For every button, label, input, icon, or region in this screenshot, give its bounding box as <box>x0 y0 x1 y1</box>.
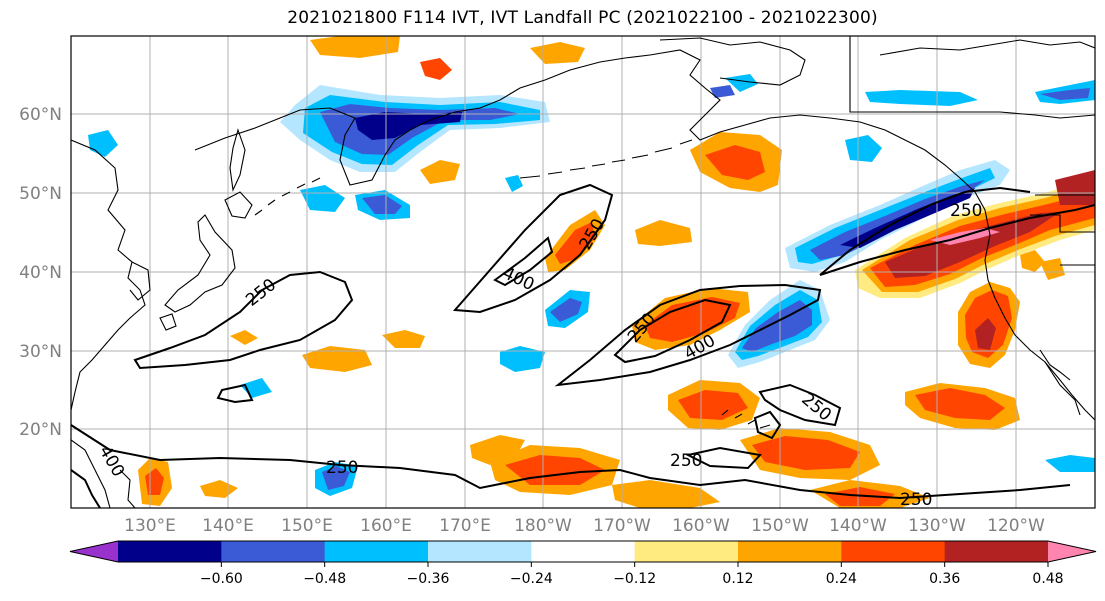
lon-label: 120°W <box>987 516 1045 536</box>
colorbar-label: −0.12 <box>613 571 656 587</box>
lat-label: 50°N <box>19 184 62 204</box>
colorbar-label: 0.24 <box>826 571 857 587</box>
colorbar-label: −0.60 <box>200 571 243 587</box>
lon-label: 160°E <box>360 516 412 536</box>
lon-label: 160°W <box>672 516 730 536</box>
lon-label: 140°E <box>202 516 254 536</box>
lat-label: 60°N <box>19 105 62 125</box>
ivt-contours <box>71 183 1095 508</box>
colorbar-segment <box>841 541 946 562</box>
colorbar-segment <box>428 541 532 562</box>
colorbar: −0.60 −0.48 −0.36 −0.24 −0.12 0.12 0.24 0.36 0.4… <box>69 540 1097 587</box>
colorbar-segment <box>944 541 1049 562</box>
contour-label: 250 <box>670 451 702 471</box>
colorbar-segment <box>634 541 739 562</box>
lon-label: 130°E <box>124 516 176 536</box>
coastlines <box>71 36 1095 508</box>
colorbar-segment <box>738 541 842 562</box>
lat-label: 20°N <box>19 420 62 440</box>
colorbar-label: 0.12 <box>722 571 753 587</box>
negative-ivt-shading <box>88 74 1095 496</box>
colorbar-label: −0.48 <box>303 571 346 587</box>
lon-label: 150°E <box>281 516 333 536</box>
lon-label: 170°W <box>593 516 651 536</box>
map-title: 2021021800 F114 IVT, IVT Landfall PC (20… <box>287 8 878 28</box>
lon-label: 180°W <box>514 516 572 536</box>
colorbar-label: −0.36 <box>407 571 450 587</box>
colorbar-segment <box>531 541 636 562</box>
colorbar-segment <box>221 541 326 562</box>
colorbar-segment <box>118 541 222 562</box>
map-content: 250 250 400 250 400 250 250 250 400 250 … <box>71 36 1095 510</box>
lon-label: 170°E <box>439 516 491 536</box>
contour-label: 250 <box>326 458 358 478</box>
colorbar-outline <box>69 540 1097 563</box>
positive-ivt-shading <box>138 36 1095 508</box>
colorbar-extend-low <box>70 541 118 562</box>
contour-label: 250 <box>950 201 982 221</box>
lon-label: 140°W <box>829 516 887 536</box>
lat-label: 30°N <box>19 342 62 362</box>
contour-label: 250 <box>900 490 932 510</box>
colorbar-segment <box>324 541 429 562</box>
lon-label: 130°W <box>908 516 966 536</box>
map-frame <box>70 35 1096 509</box>
colorbar-label: −0.24 <box>510 571 553 587</box>
lon-label: 150°W <box>751 516 809 536</box>
lat-label: 40°N <box>19 263 62 283</box>
colorbar-label: 0.48 <box>1032 571 1063 587</box>
colorbar-label: 0.36 <box>929 571 960 587</box>
longitude-labels: 130°E 140°E 150°E 160°E 170°E 180°W 170°… <box>124 516 1045 536</box>
latitude-labels: 60°N 50°N 40°N 30°N 20°N <box>19 105 62 440</box>
colorbar-extend-high <box>1048 541 1096 562</box>
